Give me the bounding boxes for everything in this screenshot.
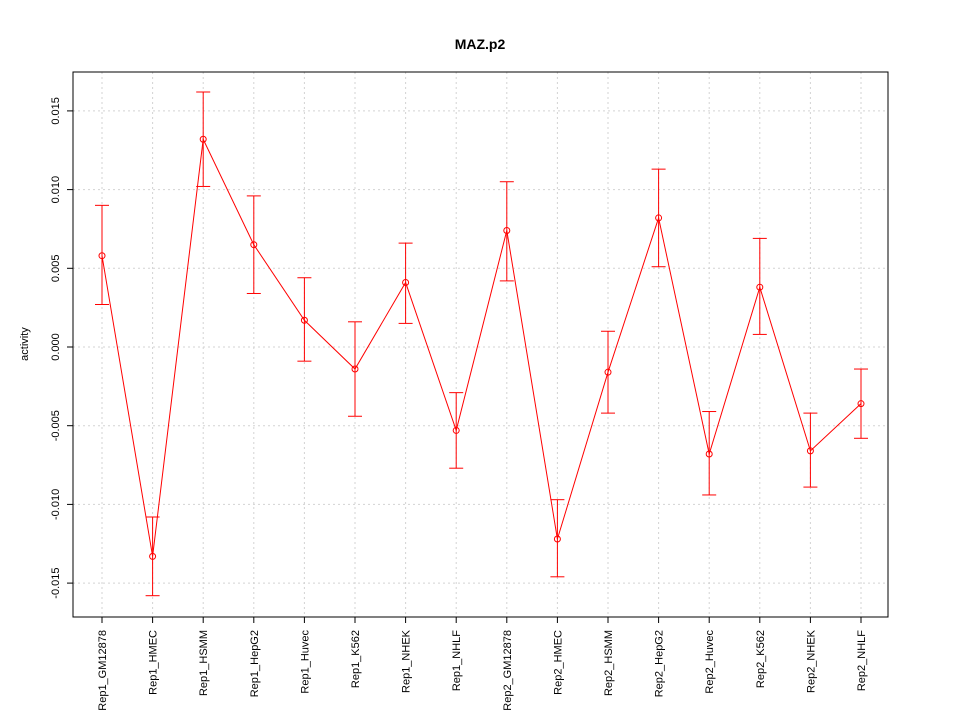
chart-title: MAZ.p2 [455,36,506,52]
x-tick-label: Rep1_HSMM [198,630,210,696]
data-point [553,535,561,543]
data-point [402,278,410,286]
x-tick-label: Rep2_HSMM [603,630,615,696]
y-axis-label: activity [19,327,31,361]
data-point [655,214,663,222]
data-point [149,552,157,560]
x-tick-label: Rep2_GM12878 [502,630,514,711]
y-tick-label: 0.015 [50,97,62,125]
plot-frame [72,71,889,618]
error-bars [95,91,868,597]
x-tick-label: Rep2_HMEC [552,630,564,695]
x-tick-label: Rep1_GM12878 [97,630,109,711]
data-point [857,400,865,408]
data-point [351,365,359,373]
x-tick-label: Rep2_K562 [755,630,767,688]
y-tick-label: 0.005 [50,255,62,283]
data-point [452,426,460,434]
data-point [604,368,612,376]
grid [73,72,888,617]
data-point [705,450,713,458]
x-tick-label: Rep2_Huvec [704,630,716,694]
series-line [101,137,862,557]
y-axis: -0.015 -0.010 -0.005 0.000 0.005 0.010 0.015 [50,97,73,599]
data-point [806,447,814,455]
y-tick-label: -0.010 [50,489,62,520]
data-point [250,241,258,249]
data-points [98,135,865,560]
data-point [199,135,207,143]
data-point [756,283,764,291]
data-point [300,316,308,324]
x-tick-label: Rep2_HepG2 [654,630,666,697]
y-tick-label: -0.015 [50,567,62,598]
x-tick-label: Rep1_NHEK [401,629,413,693]
x-tick-label: Rep2_NHLF [856,630,868,691]
x-tick-label: Rep1_HMEC [148,630,160,695]
y-tick-label: 0.010 [50,176,62,204]
x-tick-label: Rep1_K562 [350,630,362,688]
y-tick-label: 0.000 [50,333,62,361]
x-tick-label: Rep1_NHLF [451,630,463,691]
series-polyline [101,137,862,557]
data-point [503,227,511,235]
x-axis: Rep1_GM12878 Rep1_HMEC Rep1_HSMM Rep1_HepG2… [97,617,868,711]
x-tick-label: Rep2_NHEK [805,629,817,693]
y-tick-label: -0.005 [50,410,62,441]
x-tick-label: Rep1_Huvec [299,630,311,694]
data-point [98,252,106,260]
x-tick-label: Rep1_HepG2 [249,630,261,697]
